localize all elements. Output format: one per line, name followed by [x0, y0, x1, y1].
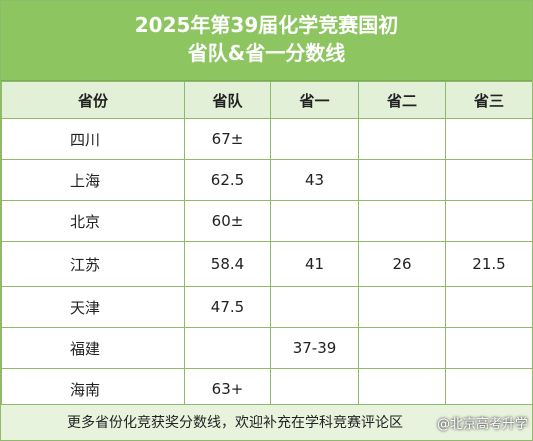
header-provincial-team: 省队 — [184, 81, 271, 119]
cell-province: 北京 — [1, 200, 185, 242]
header-row: 省份 省队 省一 省二 省三 — [1, 81, 533, 119]
cell-province: 江苏 — [1, 241, 185, 287]
cell-province: 四川 — [1, 118, 185, 160]
title-line-1: 2025年第39届化学竞赛国初 — [134, 13, 399, 37]
table-row: 海南 63+ — [1, 368, 533, 410]
cell-third: 21.5 — [445, 241, 533, 287]
header-province: 省份 — [1, 81, 185, 119]
cell-team — [184, 327, 271, 369]
watermark: @北京高考升学 — [436, 417, 528, 432]
cell-second — [358, 286, 446, 328]
cell-second — [358, 118, 446, 160]
cell-first: 41 — [270, 241, 359, 287]
cell-second — [358, 200, 446, 242]
cell-third — [445, 286, 533, 328]
cell-second: 26 — [358, 241, 446, 287]
table-row: 福建 37-39 — [1, 327, 533, 369]
cell-first — [270, 200, 359, 242]
table-row: 四川 67± — [1, 118, 533, 160]
cell-third — [445, 200, 533, 242]
title-line-2: 省队&省一分数线 — [187, 41, 346, 65]
cell-first: 43 — [270, 159, 359, 201]
title-banner: 2025年第39届化学竞赛国初 省队&省一分数线 — [1, 1, 532, 81]
cell-second — [358, 368, 446, 410]
header-second-prize: 省二 — [358, 81, 446, 119]
cell-province: 上海 — [1, 159, 185, 201]
cell-second — [358, 327, 446, 369]
cell-first — [270, 286, 359, 328]
table-row: 上海 62.5 43 — [1, 159, 533, 201]
score-table: 省份 省队 省一 省二 省三 四川 67± 上海 62.5 43 — [1, 81, 533, 410]
cell-province: 天津 — [1, 286, 185, 328]
cell-province: 海南 — [1, 368, 185, 410]
cell-third — [445, 327, 533, 369]
cell-first — [270, 118, 359, 160]
cell-team: 58.4 — [184, 241, 271, 287]
footer-text: 更多省份化竞获奖分数线，欢迎补充在学科竞赛评论区 — [67, 415, 403, 431]
table-row: 天津 47.5 — [1, 286, 533, 328]
table-row: 江苏 58.4 41 26 21.5 — [1, 241, 533, 287]
cell-team: 62.5 — [184, 159, 271, 201]
cell-team: 67± — [184, 118, 271, 160]
cell-second — [358, 159, 446, 201]
cell-third — [445, 118, 533, 160]
footer-note: 更多省份化竞获奖分数线，欢迎补充在学科竞赛评论区 — [1, 404, 532, 440]
cell-third — [445, 159, 533, 201]
header-first-prize: 省一 — [270, 81, 359, 119]
cell-first: 37-39 — [270, 327, 359, 369]
cell-team: 60± — [184, 200, 271, 242]
header-third-prize: 省三 — [445, 81, 533, 119]
cell-province: 福建 — [1, 327, 185, 369]
cell-team: 47.5 — [184, 286, 271, 328]
cell-team: 63+ — [184, 368, 271, 410]
table-row: 北京 60± — [1, 200, 533, 242]
